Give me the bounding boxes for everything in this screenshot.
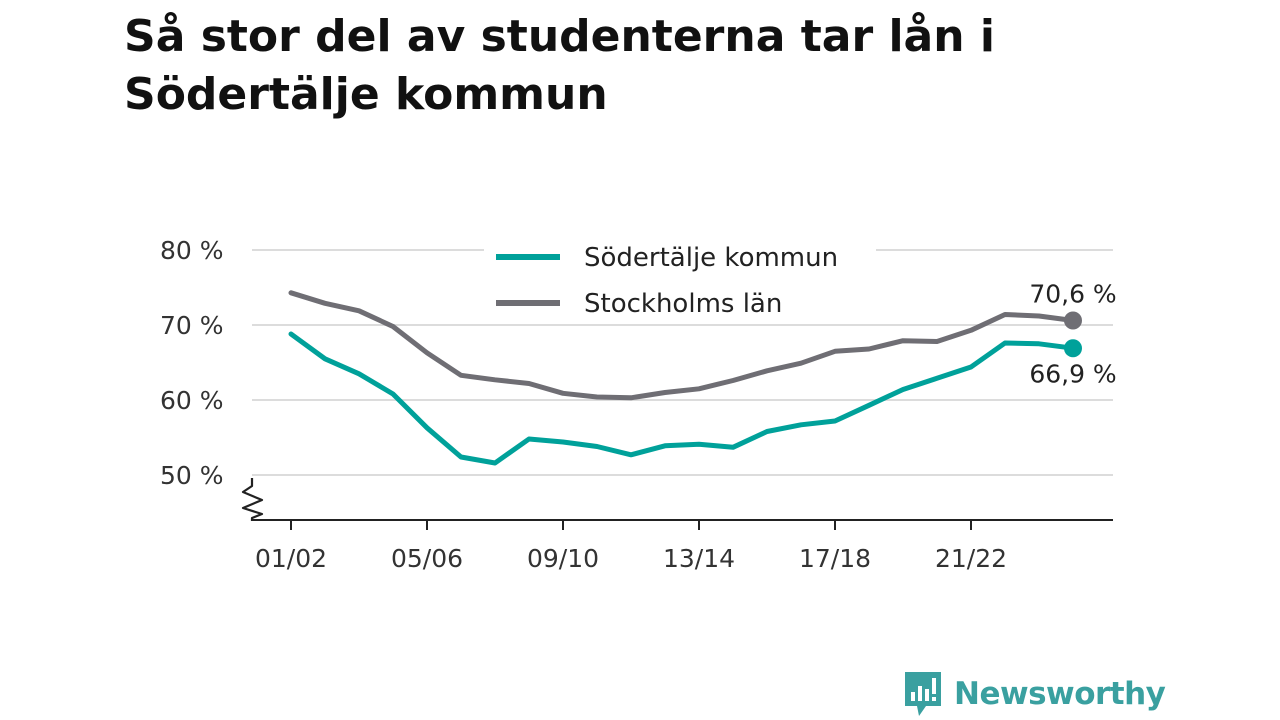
brand-name: Newsworthy [954,676,1166,712]
y-tick-label: 60 % [160,386,224,415]
y-tick-label: 80 % [160,236,224,265]
series-line-1 [288,290,1076,401]
legend-label: Södertälje kommun [584,243,838,273]
series-line-0 [288,331,1076,466]
brand-logo: Newsworthy [902,670,1166,718]
y-axis-break-icon [241,478,264,521]
end-value-label: 70,6 % [1029,280,1116,309]
x-tick-label: 13/14 [663,544,735,573]
y-tick-label: 70 % [160,311,224,340]
x-tick-label: 05/06 [391,544,463,573]
legend-background [484,232,876,324]
x-axis-ticks: 01/02 05/06 09/10 13/14 17/18 21/22 [255,520,1007,573]
end-labels: 66,9 % 70,6 % [1029,280,1116,389]
legend: Södertälje kommun Stockholms län [484,232,876,324]
newsworthy-logo-icon [905,672,941,716]
legend-label: Stockholms län [584,289,782,319]
series-lines [288,290,1082,466]
y-axis-tick-labels: 50 % 60 % 70 % 80 % [160,236,224,490]
series-end-point-1 [1064,311,1082,330]
series-end-point-0 [1064,339,1082,358]
x-tick-label: 09/10 [527,544,599,573]
x-tick-label: 17/18 [799,544,871,573]
end-value-label: 66,9 % [1029,359,1116,388]
x-tick-label: 01/02 [255,544,327,573]
x-tick-label: 21/22 [935,544,1007,573]
chart-title: Så stor del av studenterna tar lån i Söd… [124,11,995,120]
y-tick-label: 50 % [160,461,224,490]
